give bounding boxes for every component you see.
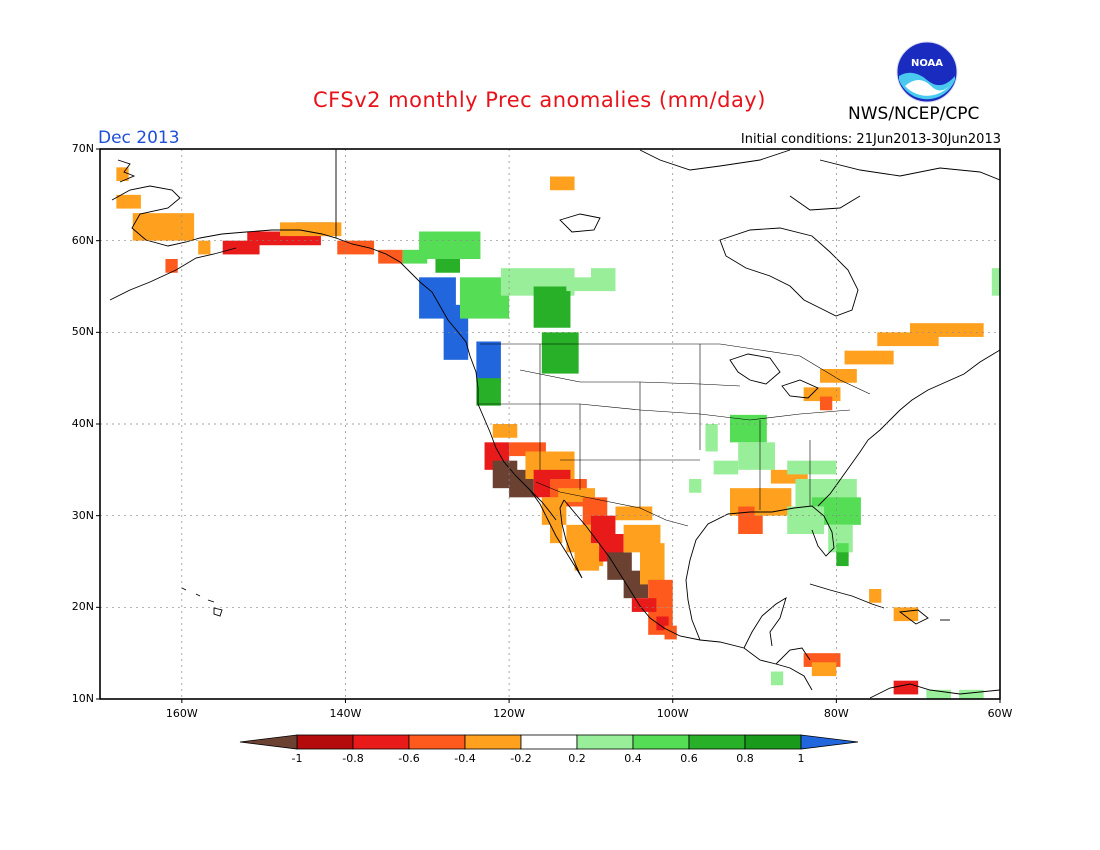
valid-month-label: Dec 2013 [98, 128, 180, 148]
lon-tick-label: 160W [165, 707, 198, 720]
colorbar-swatch [688, 734, 746, 750]
svg-text:NOAA: NOAA [911, 58, 943, 69]
anomaly-cell [689, 479, 702, 493]
lon-tick-label: 120W [493, 707, 526, 720]
colorbar-tick-label: -1 [291, 752, 303, 765]
colorbar-swatch [408, 734, 466, 750]
anomaly-cell [844, 350, 894, 365]
anomaly-cell [893, 680, 919, 695]
colorbar-tick-label: 0.8 [736, 752, 754, 765]
noaa-logo: NOAA [896, 41, 958, 103]
lat-tick-label: 30N [71, 508, 94, 522]
anomaly-cell [738, 442, 775, 470]
colorbar-tick-label: -0.4 [454, 752, 476, 765]
anomaly-cell [419, 231, 481, 259]
anomaly-cell [533, 286, 571, 328]
anomaly-cell [820, 369, 857, 383]
organization-label: NWS/NCEP/CPC [848, 104, 980, 124]
anomaly-cells [116, 167, 1000, 699]
anomaly-cell [910, 323, 984, 337]
anomaly-cell [615, 506, 653, 521]
anomaly-cell [869, 589, 882, 603]
colorbar-tick-label: 0.2 [568, 752, 586, 765]
anomaly-cell [836, 552, 849, 567]
anomaly-cell [116, 194, 141, 209]
anomaly-cell [550, 515, 563, 544]
colorbar-swatch [576, 734, 634, 750]
anomaly-cell [435, 259, 460, 273]
colorbar-tick-label: -0.6 [398, 752, 420, 765]
colorbar-high-arrow [800, 734, 859, 750]
anomaly-cell [476, 341, 501, 383]
lon-tick-label: 60W [987, 707, 1013, 720]
colorbar-low-arrow [239, 734, 298, 750]
anomaly-cell [590, 268, 616, 282]
anomaly-cell [664, 625, 677, 640]
anomaly-cell [959, 689, 984, 699]
anomaly-cell [820, 396, 833, 411]
lon-tick-label: 80W [823, 707, 849, 720]
lat-tick-label: 20N [71, 600, 94, 614]
lat-tick-label: 50N [71, 325, 94, 339]
lat-tick-label: 40N [71, 417, 94, 430]
anomaly-cell [713, 460, 739, 475]
colorbar-tick-label: -0.8 [342, 752, 364, 765]
lon-tick-label: 140W [329, 707, 362, 720]
anomaly-cell [770, 671, 784, 686]
anomaly-cell [116, 167, 129, 182]
lat-tick-label: 70N [71, 142, 94, 155]
anomaly-cell [730, 414, 767, 443]
anomaly-cell [754, 488, 792, 516]
colorbar-swatch [464, 734, 522, 750]
anomaly-cell [991, 268, 1000, 296]
lat-tick-label: 10N [71, 692, 94, 705]
anomaly-cell [705, 424, 718, 452]
anomaly-cell [926, 689, 951, 699]
chart-title: CFSv2 monthly Prec anomalies (mm/day) [313, 88, 766, 112]
colorbar-swatch [352, 734, 410, 750]
colorbar-swatch [744, 734, 802, 750]
graticule [100, 149, 1000, 699]
colorbar-tick-label: 0.6 [680, 752, 698, 765]
anomaly-cell [198, 240, 211, 255]
anomaly-cell [492, 424, 518, 438]
colorbar-swatch [296, 734, 354, 750]
anomaly-cell [631, 598, 657, 612]
colorbar-tick-label: 0.4 [624, 752, 642, 765]
lat-tick-label: 60N [71, 233, 94, 247]
initial-conditions-label: Initial conditions: 21Jun2013-30Jun2013 [740, 132, 1001, 147]
lon-tick-label: 100W [656, 707, 689, 720]
colorbar-tick-label: -0.2 [510, 752, 532, 765]
anomaly-cell [541, 332, 579, 374]
anomaly-cell [476, 378, 501, 406]
anomaly-cell [787, 460, 837, 475]
anomaly-cell [337, 240, 375, 255]
anomaly-cell [280, 222, 342, 237]
coastlines [109, 149, 1000, 699]
colorbar-tick-label: 1 [797, 752, 805, 765]
axis-ticks [96, 148, 1001, 703]
anomaly-cell [640, 543, 665, 585]
colorbar-swatch [520, 734, 578, 750]
colorbar-swatch [632, 734, 690, 750]
anomaly-cell [811, 662, 837, 677]
political-borders [478, 343, 871, 527]
anomaly-cell [550, 176, 575, 191]
anomaly-cell [165, 259, 178, 273]
anomaly-cell [132, 213, 195, 241]
